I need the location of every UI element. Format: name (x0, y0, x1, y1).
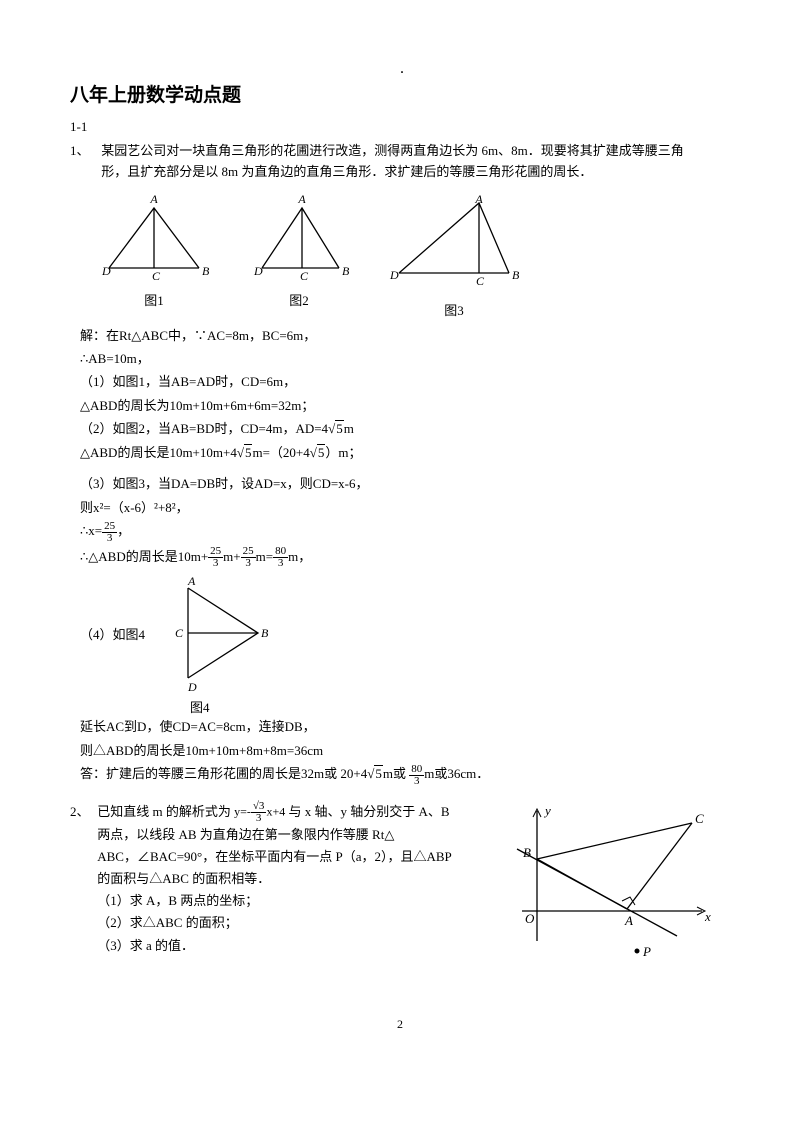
label-A: A (187, 574, 196, 588)
sqrt-icon: 5 (328, 418, 344, 439)
label-P: P (642, 944, 651, 959)
problem-2-text: 已知直线 m 的解析式为 y=-√33x+4 与 x 轴、y 轴分别交于 A、B… (97, 801, 486, 978)
text-run: 两点，以线段 AB 为直角边在第一象限内作等腰 Rt△ (97, 824, 486, 846)
sol-line: ∴x=253， (80, 520, 730, 544)
answer-line: 答：扩建后的等腰三角形花圃的周长是32m或 20+45m或 803m或36cm． (80, 763, 730, 787)
question-1: （1）求 A，B 两点的坐标； (97, 890, 486, 912)
label-B: B (202, 264, 210, 278)
figures-row-1: A D C B 图1 A D C B 图2 (94, 193, 730, 319)
figure-1-label: 图1 (94, 290, 214, 309)
header-dot: . (400, 60, 404, 78)
label-C: C (695, 811, 704, 826)
sol-line: ∴△ABD的周长是10m+253m+253m=803m， (80, 546, 730, 570)
figure-3-label: 图3 (384, 300, 524, 319)
text-run: 与 x 轴、y 轴分别交于 A、B (288, 804, 449, 819)
problem-1-text: 某园艺公司对一块直角三角形的花圃进行改造，测得两直角边长为 6m、8m．现要将其… (101, 141, 691, 183)
label-A: A (624, 913, 633, 928)
label-D: D (101, 264, 111, 278)
sol-c4-prefix: （4）如图4 (80, 624, 145, 643)
sol-line: 延长AC到D，使CD=AC=8cm，连接DB， (80, 716, 730, 737)
label-x: x (704, 909, 711, 924)
sol-line: △ABD的周长是10m+10m+45m=（20+45）m； (80, 442, 730, 463)
figure-2-label: 图2 (244, 290, 354, 309)
sol-line: 则x²=（x-6）²+8²， (80, 497, 730, 518)
solution-block: 解：在Rt△ABC中，∵AC=8m，BC=6m， ∴AB=10m， （1）如图1… (80, 325, 730, 570)
figure-4-row: （4）如图4 A C B D (80, 573, 730, 693)
label-B: B (523, 845, 531, 860)
text-run: m= (256, 549, 273, 564)
text-run: m (344, 421, 354, 436)
solution-block-2: 延长AC到D，使CD=AC=8cm，连接DB， 则△ABD的周长是10m+10m… (80, 716, 730, 786)
problem-1-intro: 1、 某园艺公司对一块直角三角形的花圃进行改造，测得两直角边长为 6m、8m．现… (70, 141, 730, 183)
sol-line: 解：在Rt△ABC中，∵AC=8m，BC=6m， (80, 325, 730, 346)
coordinate-plot-icon: y x O B A C P (487, 801, 717, 971)
text-run: m=（20+4 (252, 445, 309, 460)
question-2: （2）求△ABC 的面积； (97, 912, 486, 934)
sol-line: （3）如图3，当DA=DB时，设AD=x，则CD=x-6， (80, 473, 730, 494)
text-run: m或36cm． (424, 766, 489, 781)
fraction: 253 (241, 546, 256, 569)
label-O: O (525, 911, 535, 926)
label-B: B (342, 264, 350, 278)
triangle-icon: A D C B (94, 193, 214, 283)
text-run: 的面积与△ABC 的面积相等． (97, 868, 486, 890)
label-D: D (253, 264, 263, 278)
page: . 八年上册数学动点题 1-1 1、 某园艺公司对一块直角三角形的花圃进行改造，… (0, 0, 800, 1050)
fraction: 253 (208, 546, 223, 569)
triangle-icon: A D C B (244, 193, 354, 283)
text-run: 答：扩建后的等腰三角形花圃的周长是32m或 20+4 (80, 766, 367, 781)
page-number: 2 (397, 1017, 403, 1032)
label-C: C (476, 274, 485, 288)
sqrt-icon: 5 (310, 442, 326, 463)
text-run: △ABD的周长是10m+10m+4 (80, 445, 237, 460)
sol-line: （2）如图2，当AB=BD时，CD=4m，AD=45m (80, 418, 730, 439)
fraction: 253 (102, 521, 117, 544)
fraction: 803 (273, 546, 288, 569)
equation: y=-√33x+4 (234, 801, 285, 824)
label-B: B (512, 268, 520, 282)
fraction: √33 (251, 801, 267, 824)
problem-2: 2、 已知直线 m 的解析式为 y=-√33x+4 与 x 轴、y 轴分别交于 … (70, 801, 730, 978)
text-run: ）m； (325, 445, 361, 460)
page-title: 八年上册数学动点题 (70, 80, 730, 107)
label-C: C (175, 626, 184, 640)
sol-line: 则△ABD的周长是10m+10m+8m+8m=36cm (80, 740, 730, 761)
label-A: A (149, 193, 158, 206)
section-label: 1-1 (70, 119, 730, 135)
figure-3: A D C B 图3 (384, 193, 524, 319)
problem-2-number: 2、 (70, 801, 97, 978)
text-run: ∴△ABD的周长是10m+ (80, 549, 208, 564)
label-D: D (187, 680, 197, 693)
sqrt-icon: 5 (237, 442, 253, 463)
triangle-icon: A C B D (153, 573, 273, 693)
text-run: （2）如图2，当AB=BD时，CD=4m，AD=4 (80, 421, 328, 436)
figure-1: A D C B 图1 (94, 193, 214, 319)
problem-2-figure: y x O B A C P (487, 801, 730, 978)
label-C: C (300, 269, 309, 283)
triangle-icon: A D C B (384, 193, 524, 293)
sqrt-icon: 5 (367, 763, 383, 784)
figure-2: A D C B 图2 (244, 193, 354, 319)
fraction: 803 (409, 764, 424, 787)
label-D: D (389, 268, 399, 282)
question-3: （3）求 a 的值． (97, 935, 486, 957)
sol-line: （1）如图1，当AB=AD时，CD=6m， (80, 371, 730, 392)
text-run: ∴x= (80, 523, 102, 538)
text-run: ABC，∠BAC=90°，在坐标平面内有一点 P（a，2），且△ABP (97, 846, 486, 868)
label-C: C (152, 269, 161, 283)
text-run: m+ (223, 549, 240, 564)
problem-1-number: 1、 (70, 141, 98, 162)
sol-line: △ABD的周长为10m+10m+6m+6m=32m； (80, 395, 730, 416)
sol-line: ∴AB=10m， (80, 348, 730, 369)
label-A: A (297, 193, 306, 206)
label-B: B (261, 626, 269, 640)
text-run: 已知直线 m 的解析式为 (97, 804, 231, 819)
label-y: y (543, 803, 551, 818)
text-run: m， (288, 549, 311, 564)
figure-4-label: 图4 (190, 697, 730, 716)
text-run: m或 (383, 766, 409, 781)
